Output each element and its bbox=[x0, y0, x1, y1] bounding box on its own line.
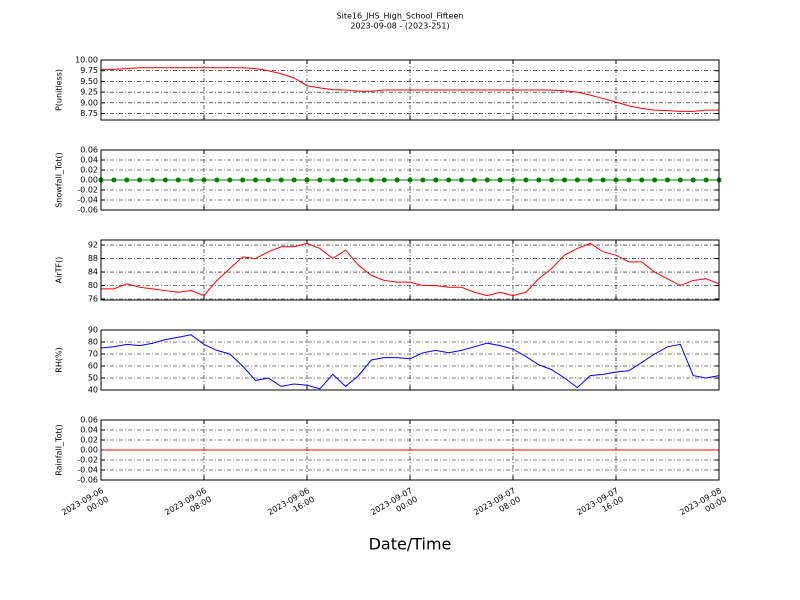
data-point bbox=[253, 177, 258, 183]
y-tick-label: 0.04 bbox=[80, 156, 98, 165]
data-point bbox=[562, 177, 567, 183]
y-axis-title: Rainfall_Tot() bbox=[55, 424, 64, 476]
data-point bbox=[124, 177, 130, 183]
data-point bbox=[278, 177, 284, 183]
data-point bbox=[690, 177, 696, 183]
y-tick-label: -0.06 bbox=[77, 476, 98, 485]
data-point bbox=[317, 177, 323, 183]
y-tick-label: -0.04 bbox=[77, 466, 98, 475]
y-tick-label: 92 bbox=[88, 241, 98, 250]
data-point bbox=[703, 177, 709, 183]
data-point bbox=[304, 177, 310, 183]
data-point bbox=[665, 177, 670, 183]
plot-frame bbox=[100, 419, 720, 481]
y-tick-label: 9.75 bbox=[80, 66, 98, 75]
data-point bbox=[587, 177, 593, 183]
y-tick-label: 40 bbox=[88, 386, 98, 395]
y-tick-label: 76 bbox=[88, 294, 98, 303]
chart-title: Site16_JHS_High_School_Fifteen bbox=[337, 12, 464, 21]
data-point bbox=[459, 177, 464, 183]
y-tick-label: 9.25 bbox=[80, 88, 98, 97]
data-point bbox=[162, 177, 168, 183]
data-point bbox=[330, 177, 336, 183]
data-point bbox=[137, 177, 143, 183]
y-tick-label: 9.00 bbox=[80, 98, 98, 107]
data-point bbox=[381, 177, 387, 183]
y-tick-label: 0.06 bbox=[80, 416, 98, 425]
data-point bbox=[356, 177, 361, 183]
y-tick-label: 88 bbox=[88, 254, 98, 263]
chart-subtitle: 2023-09-08 - (2023-251) bbox=[350, 22, 449, 31]
y-axis-title: P(unitless) bbox=[55, 69, 64, 111]
y-tick-label: -0.06 bbox=[77, 206, 98, 215]
y-tick-label: 50 bbox=[88, 374, 98, 383]
data-point bbox=[150, 177, 155, 183]
data-point bbox=[188, 177, 194, 183]
y-tick-label: 9.50 bbox=[80, 77, 98, 86]
y-tick-label: -0.02 bbox=[77, 186, 98, 195]
y-tick-label: 0.00 bbox=[80, 446, 98, 455]
data-point bbox=[227, 177, 233, 183]
y-tick-label: -0.04 bbox=[77, 196, 98, 205]
data-point bbox=[446, 177, 452, 183]
data-point bbox=[214, 177, 220, 183]
y-tick-label: 0.02 bbox=[80, 436, 98, 445]
y-tick-label: 0.02 bbox=[80, 166, 98, 175]
data-line bbox=[101, 67, 719, 112]
y-tick-label: 8.75 bbox=[80, 109, 98, 118]
data-point bbox=[574, 177, 580, 183]
data-point bbox=[433, 177, 439, 183]
data-point bbox=[368, 177, 374, 183]
data-point bbox=[510, 177, 516, 183]
data-point bbox=[484, 177, 490, 183]
y-tick-label: 90 bbox=[88, 326, 98, 335]
y-tick-label: -0.02 bbox=[77, 456, 98, 465]
data-point bbox=[407, 177, 413, 183]
data-point bbox=[549, 177, 555, 183]
y-tick-label: 84 bbox=[88, 268, 98, 277]
data-point bbox=[677, 177, 683, 183]
data-point bbox=[265, 177, 271, 183]
y-tick-label: 0.04 bbox=[80, 426, 98, 435]
data-line bbox=[100, 334, 720, 390]
data-point bbox=[343, 177, 349, 183]
data-point bbox=[111, 177, 117, 183]
y-axis-title: RH(%) bbox=[55, 347, 64, 372]
plot-frame bbox=[100, 149, 720, 211]
data-point bbox=[613, 177, 619, 183]
data-point bbox=[420, 177, 426, 183]
data-line bbox=[101, 242, 720, 297]
y-tick-label: 70 bbox=[88, 350, 98, 359]
x-axis-title: Date/Time bbox=[369, 535, 452, 554]
y-tick-label: 0.06 bbox=[80, 146, 98, 155]
data-point bbox=[652, 177, 658, 183]
y-tick-label: 10.00 bbox=[75, 56, 98, 65]
y-tick-label: 0.00 bbox=[80, 176, 98, 185]
y-axis-title: AirTF() bbox=[55, 257, 64, 284]
y-tick-label: 80 bbox=[88, 281, 98, 290]
y-tick-label: 80 bbox=[88, 338, 98, 347]
data-point bbox=[394, 177, 400, 183]
data-point bbox=[600, 177, 606, 183]
plot-frame bbox=[100, 239, 720, 301]
data-point bbox=[471, 177, 477, 183]
data-point bbox=[639, 177, 645, 183]
data-point bbox=[523, 177, 529, 183]
data-point bbox=[240, 177, 246, 183]
data-point bbox=[497, 177, 503, 183]
y-tick-label: 60 bbox=[88, 362, 98, 371]
data-point bbox=[175, 177, 181, 183]
y-axis-title: Snowfall_Tot() bbox=[55, 152, 64, 208]
plot-frame bbox=[100, 59, 720, 121]
data-point bbox=[291, 177, 297, 183]
data-point bbox=[626, 177, 632, 183]
data-point bbox=[201, 177, 207, 183]
plot-frame bbox=[100, 329, 720, 391]
data-point bbox=[536, 177, 542, 183]
